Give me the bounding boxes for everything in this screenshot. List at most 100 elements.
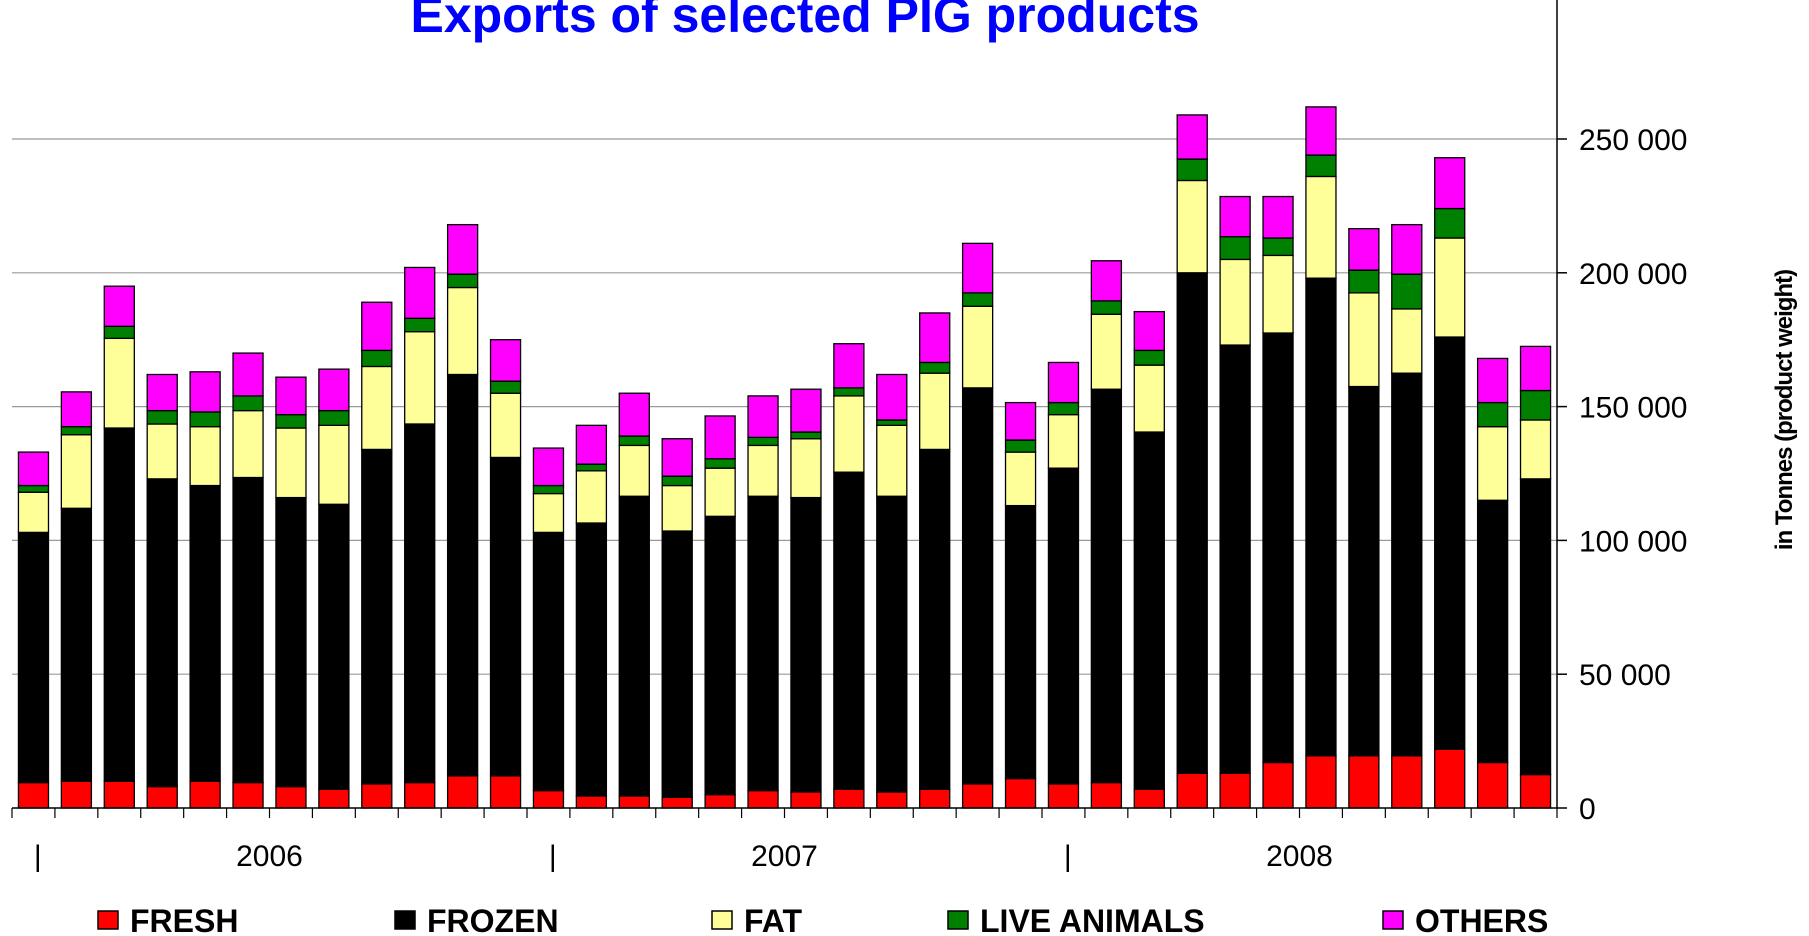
bar-segment-others [1262, 195, 1294, 239]
bar-segment-others [747, 395, 779, 439]
bar-segment-frozen [318, 503, 350, 790]
bar-segment-live-animals [747, 436, 779, 447]
bar-segment-fat [1219, 258, 1251, 346]
legend-label: FRESH [130, 903, 238, 936]
bar-segment-fat [146, 423, 178, 480]
bar-segment-fat [1305, 175, 1337, 279]
year-separator: | [549, 840, 557, 873]
bar-segment-fresh [1391, 755, 1423, 809]
bar-segment-frozen [1047, 467, 1080, 785]
bar-segment-live-animals [1348, 269, 1380, 294]
bar-segment-live-animals [1176, 158, 1208, 182]
bar-segment-fresh [919, 788, 951, 809]
bar-segment-others [275, 376, 307, 416]
bar-segment-others [60, 391, 93, 428]
bar-segment-fresh [1004, 777, 1037, 809]
bar-segment-others [618, 392, 650, 437]
bar-segment-others [489, 339, 522, 382]
bar-segment-others [961, 242, 994, 294]
bar-segment-live-animals [361, 349, 393, 368]
bar-segment-frozen [1305, 277, 1337, 757]
legend-label: OTHERS [1415, 903, 1548, 936]
bar-segment-others [704, 415, 736, 460]
bar-segment-fat [1519, 419, 1552, 480]
bar-segment-fat [1391, 308, 1423, 374]
bar-segment-live-animals [17, 484, 50, 493]
bar-segment-fat [404, 331, 436, 425]
bar-segment-fat [318, 424, 350, 505]
bar-segment-live-animals [1047, 401, 1080, 416]
bar-segment-live-animals [1519, 389, 1552, 421]
bar-segment-live-animals [790, 431, 822, 440]
y-axis-ticks: 0 50 000 100 000 150 000 200 000 250 000 [1579, 124, 1687, 826]
bar-segment-live-animals [1305, 154, 1337, 178]
legend-item-frozen: FROZEN [394, 903, 559, 936]
legend-swatch [1382, 910, 1404, 930]
bar-segment-live-animals [919, 361, 951, 374]
bar-segment-fresh [404, 781, 436, 809]
bar-segment-others [189, 371, 221, 413]
legend-item-fresh: FRESH [97, 903, 238, 936]
bar-segment-fresh [532, 789, 565, 809]
bar-segment-frozen [60, 507, 93, 782]
bar-segment-others [1305, 106, 1337, 156]
bar-segment-fat [1476, 426, 1509, 501]
bar-segment-fat [232, 409, 264, 479]
bar-segment-live-animals [1004, 439, 1037, 453]
legend-item-live-animals: LIVE ANIMALS [947, 903, 1205, 936]
bar-segment-live-animals [1133, 349, 1165, 366]
axes [11, 0, 1567, 818]
bar-segment-frozen [1391, 372, 1423, 757]
bar-segment-frozen [232, 476, 264, 784]
x-axis-year-labels: | 2006 | 2007 | 2008 [34, 840, 1333, 873]
bar-segment-fresh [1434, 748, 1466, 809]
bar-segment-live-animals [446, 273, 479, 289]
bar-segment-live-animals [532, 484, 565, 495]
bar-segment-others [446, 223, 479, 275]
bar-segment-fresh [17, 781, 50, 809]
bar-segment-fat [17, 491, 50, 534]
bar-segment-fat [189, 426, 221, 487]
bar-segment-frozen [361, 448, 393, 785]
bar-segment-live-animals [833, 387, 865, 397]
bar-segment-frozen [275, 496, 307, 788]
bar-segment-fat [1348, 292, 1380, 388]
bar-segment-fat [1176, 179, 1208, 274]
y-tick-label: 250 000 [1579, 124, 1687, 157]
bar-segment-live-animals [618, 435, 650, 447]
y-tick-label: 200 000 [1579, 258, 1687, 291]
bar-segment-frozen [17, 531, 50, 784]
bar-segment-others [1004, 401, 1037, 441]
bar-segment-frozen [489, 456, 522, 777]
bar-segment-live-animals [404, 317, 436, 333]
bar-segment-fresh [618, 795, 650, 809]
bar-segment-fat [1047, 413, 1080, 469]
bar-segment-frozen [961, 387, 994, 785]
bar-segment-fresh [833, 788, 865, 809]
year-label: 2008 [1266, 840, 1333, 873]
bar-segment-fat [1004, 451, 1037, 507]
bar-segment-fat [1434, 237, 1466, 338]
legend-item-fat: FAT [711, 903, 803, 936]
bar-segment-frozen [919, 448, 951, 790]
bar-segment-fresh [1476, 761, 1509, 809]
bar-segment-others [232, 352, 264, 397]
bar-segment-frozen [189, 484, 221, 782]
bar-segment-fresh [876, 791, 908, 809]
bar-segment-frozen [146, 478, 178, 788]
bar-segment-fresh [1176, 772, 1208, 809]
bar-segment-fresh [704, 793, 736, 809]
bar-segment-fat [747, 444, 779, 497]
legend-swatch [947, 910, 969, 930]
bar-segment-others [661, 438, 693, 477]
bar-segment-fresh [961, 783, 994, 809]
bar-segment-fat [489, 392, 522, 459]
bar-segment-frozen [575, 522, 608, 797]
bar-segment-fresh [446, 775, 479, 809]
bar-segment-live-animals [275, 413, 307, 429]
bar-segment-others [1391, 223, 1423, 275]
bar-segment-fat [919, 372, 951, 451]
bar-segment-others [1133, 310, 1165, 352]
bar-segment-others [790, 388, 822, 433]
bar-segment-fresh [146, 785, 178, 809]
